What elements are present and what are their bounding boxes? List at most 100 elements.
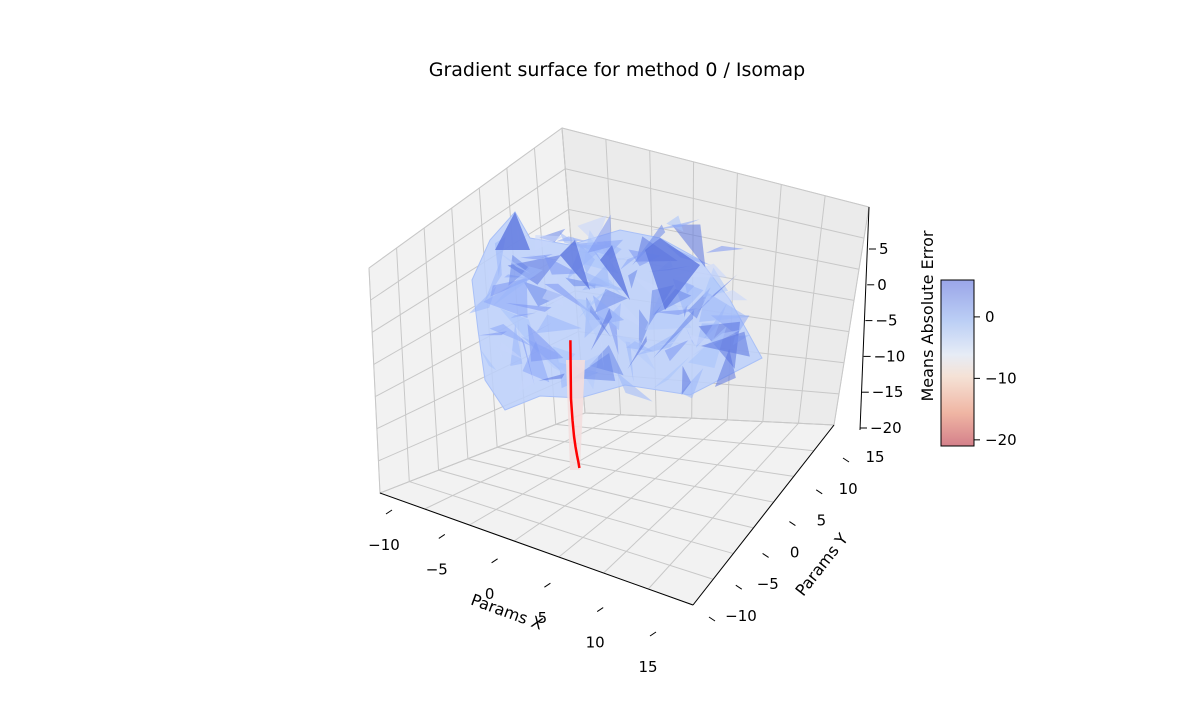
surface-facet: [651, 219, 700, 231]
surface-facet: [582, 263, 610, 291]
descent-path: [569, 340, 581, 469]
surface-facet: [510, 312, 536, 319]
surface-facet: [500, 308, 540, 355]
surface-facet: [671, 224, 706, 268]
surface-facet: [544, 255, 579, 275]
surface-facet: [705, 245, 744, 253]
surface-facet: [686, 333, 707, 346]
x-tick-mark: [649, 631, 657, 637]
y-tick-label: 5: [817, 512, 827, 530]
x-tick-mark: [544, 582, 551, 588]
surface-facet: [510, 323, 523, 366]
grid-line: [513, 417, 692, 542]
grid-line: [647, 422, 799, 590]
surface-facet: [605, 303, 621, 331]
surface-facet: [625, 341, 634, 382]
colorbar-ticks: −20 −10 0: [974, 308, 1017, 449]
grid-line: [555, 423, 814, 452]
grid-line: [379, 412, 586, 494]
surface-peak: [560, 240, 590, 290]
x-axis-label: Params X: [468, 590, 545, 634]
surface-facet: [496, 345, 503, 361]
surface-facet: [598, 277, 622, 296]
grid-line: [423, 227, 440, 471]
grid-line: [568, 208, 860, 270]
grid-line: [370, 168, 566, 301]
y-tick-mark: [842, 457, 850, 463]
grid-line: [438, 469, 734, 555]
grid-line: [561, 127, 870, 208]
grid-line: [451, 207, 469, 459]
x-axis-line: [379, 492, 694, 606]
surface-facet: [590, 308, 613, 351]
y-tick-label: −5: [757, 575, 779, 593]
surface-peak: [645, 238, 700, 310]
y-tick-mark: [735, 584, 743, 590]
grid-line: [558, 419, 728, 558]
surface-facet: [489, 323, 532, 347]
y-tick-label: −10: [725, 607, 757, 625]
surface-facet: [483, 259, 502, 304]
surface-facet: [616, 372, 653, 402]
y-axis-line: [692, 424, 835, 606]
axis-lines: [379, 206, 870, 606]
chart-title: Gradient surface for method 0 / Isomap: [429, 59, 805, 81]
colorbar: −20 −10 0 Means Absolute Error: [918, 230, 1017, 449]
y-tick-mark: [815, 489, 823, 495]
colorbar-gradient: [940, 279, 975, 447]
surface-facet: [492, 266, 543, 307]
x-tick-label: −5: [426, 560, 448, 578]
surface-facet: [607, 319, 619, 356]
x-ticks: −10 −5 0 5 10 15: [368, 509, 658, 676]
surface-facet: [653, 288, 692, 316]
y-tick-label: 10: [839, 480, 858, 498]
x-tick-label: −10: [368, 536, 400, 554]
surface-facet: [505, 302, 552, 312]
surface-facet: [521, 337, 535, 386]
grid-line: [603, 421, 764, 574]
grid-line: [424, 414, 621, 510]
surface-facet: [527, 323, 564, 362]
surface-facet: [620, 254, 640, 270]
surface-facet: [714, 349, 736, 387]
y-tick-mark: [762, 552, 769, 558]
surface-facet: [653, 309, 695, 359]
surface-facet: [499, 341, 524, 360]
surface-facet: [577, 215, 607, 245]
x-tick-mark: [491, 558, 498, 564]
z-tick-label: 0: [877, 276, 887, 294]
surface-facet: [681, 365, 692, 395]
z-tick-label: −10: [874, 347, 906, 365]
grid-line: [409, 481, 714, 580]
x-tick-mark: [596, 607, 604, 613]
surface-facet: [638, 309, 650, 350]
surface-facet: [653, 356, 690, 389]
surface-facet: [538, 373, 565, 381]
surface-facet: [520, 335, 560, 371]
surface-facet: [478, 331, 507, 336]
grid-line: [467, 458, 754, 529]
surface-facet: [536, 314, 582, 334]
surface-facet: [700, 331, 750, 357]
z-axis-line: [859, 206, 870, 431]
x-tick-mark: [438, 533, 446, 539]
surface-facet: [699, 291, 748, 323]
surface-facet: [604, 256, 632, 265]
surface-facet: [628, 269, 638, 289]
y-tick-label: 0: [790, 543, 800, 561]
grid-line: [797, 195, 826, 424]
colorbar-label: Means Absolute Error: [918, 230, 937, 401]
surface-facet: [664, 339, 689, 362]
y-tick-mark: [789, 521, 796, 527]
surface-facet: [599, 335, 604, 371]
surface-facet: [572, 236, 595, 274]
surface-facet: [526, 254, 562, 262]
y-axis-label: Params Y: [791, 529, 852, 599]
y-tick-label: 15: [865, 448, 884, 466]
surface-facet: [680, 368, 704, 399]
surface-facet: [685, 327, 695, 346]
x-tick-mark: [385, 509, 393, 515]
z-tick-label: −15: [872, 383, 904, 401]
z-ticks: −20 −15 −10 −5 0 5: [860, 240, 905, 437]
